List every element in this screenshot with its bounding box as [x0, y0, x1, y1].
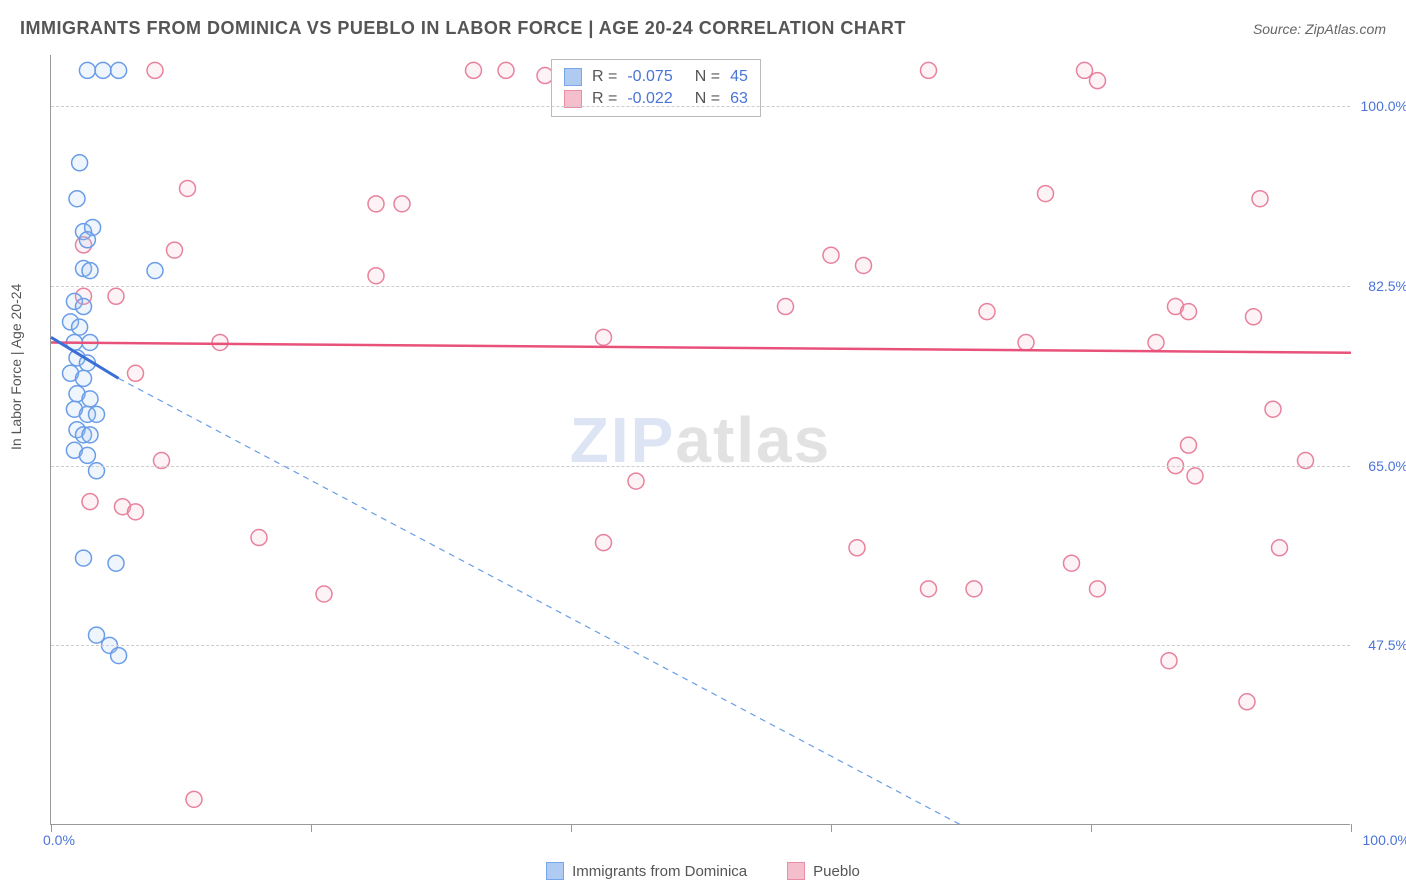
chart-source: Source: ZipAtlas.com [1253, 21, 1386, 37]
swatch-series-a [564, 68, 582, 86]
legend-label-b: Pueblo [813, 863, 860, 880]
legend-item-a: Immigrants from Dominica [546, 862, 747, 880]
stats-row-a: R = -0.075 N = 45 [564, 66, 748, 88]
x-axis-label-min: 0.0% [43, 832, 75, 848]
chart-title: IMMIGRANTS FROM DOMINICA VS PUEBLO IN LA… [20, 18, 906, 39]
y-axis-label: In Labor Force | Age 20-24 [8, 284, 24, 450]
stats-legend: R = -0.075 N = 45 R = -0.022 N = 63 [551, 59, 761, 117]
x-axis-label-max: 100.0% [1363, 832, 1406, 848]
legend-item-b: Pueblo [787, 862, 860, 880]
plot-area: ZIPatlas R = -0.075 N = 45 R = -0.022 N … [50, 55, 1350, 825]
legend-swatch-a [546, 862, 564, 880]
legend-label-a: Immigrants from Dominica [572, 863, 747, 880]
legend-swatch-b [787, 862, 805, 880]
trend-lines-layer [51, 55, 1350, 824]
chart-header: IMMIGRANTS FROM DOMINICA VS PUEBLO IN LA… [20, 18, 1386, 39]
swatch-series-b [564, 90, 582, 108]
series-legend: Immigrants from Dominica Pueblo [0, 862, 1406, 880]
